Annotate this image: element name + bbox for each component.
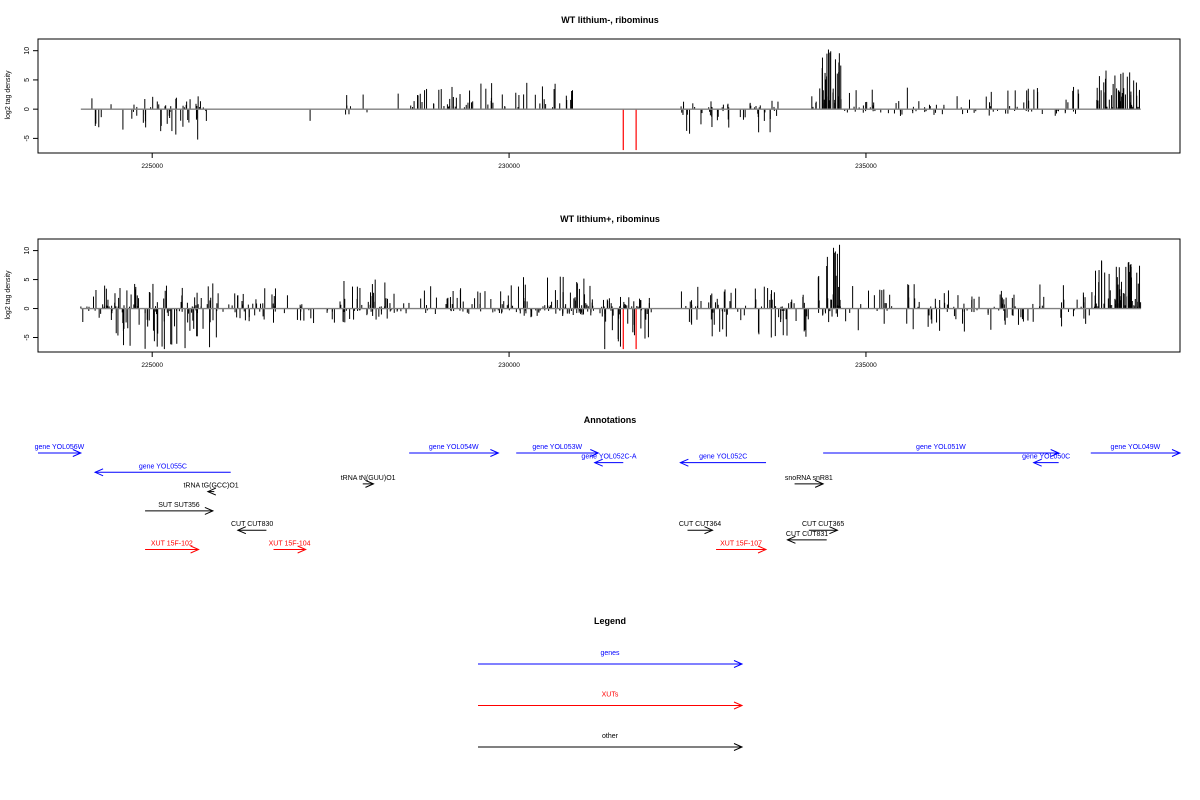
panel-title: WT lithium-, ribominus	[561, 15, 659, 25]
feature-gene-yol050c	[1032, 458, 1059, 467]
arrow-head	[190, 545, 200, 554]
arrow-head	[704, 526, 714, 535]
arrow-head	[733, 743, 744, 751]
arrow-head	[679, 458, 689, 467]
x-tick-label: 225000	[141, 362, 163, 369]
plot-frame	[37, 238, 1181, 353]
feature-cut-cut364	[687, 526, 714, 535]
feature-label: snoRNA snR81	[785, 475, 833, 482]
arrow-head	[490, 449, 500, 457]
arrow-head	[1050, 449, 1060, 457]
feature-label: tRNA tG(GCC)O1	[183, 483, 238, 490]
arrow-head	[786, 535, 796, 544]
feature-label: CUT CUT364	[679, 521, 721, 528]
arrow-head	[365, 479, 375, 488]
y-tick-label: -5	[24, 135, 31, 141]
y-tick-label: 10	[24, 247, 31, 255]
feature-cut-cut830	[236, 526, 267, 535]
track-panel-lithium-plus: WT lithium+, ribominus log2 tag density …	[5, 214, 1181, 369]
y-axis-label: log2 tag density	[5, 270, 12, 320]
arrow-head	[204, 506, 215, 515]
feature-label: CUT CUT830	[231, 521, 273, 528]
y-tick-label: 5	[24, 278, 31, 282]
arrow-head	[590, 449, 600, 457]
y-tick-label: 10	[24, 47, 31, 55]
y-axis-label: log2 tag density	[5, 70, 12, 120]
feature-sut-sut356	[145, 506, 215, 515]
feature-label: XUT 15F-107	[720, 541, 762, 548]
feature-gene-yol051w	[823, 449, 1060, 457]
arrow-head	[236, 526, 247, 535]
x-tick-label: 225000	[141, 163, 163, 170]
feature-label: XUT 15F-104	[269, 541, 311, 548]
arrow-head	[829, 526, 839, 535]
legend-label: other	[602, 733, 619, 740]
feature-cut-cut365	[808, 526, 839, 535]
feature-label: XUT 15F-102	[151, 541, 193, 548]
arrow-head	[72, 449, 83, 457]
feature-cut-cut831	[786, 535, 827, 544]
x-tick-label: 230000	[498, 362, 520, 369]
x-tick-label: 230000	[498, 163, 520, 170]
arrow-head	[593, 458, 603, 467]
plot-frame	[37, 38, 1181, 154]
feature-xut-15f-107	[716, 545, 768, 554]
legend-label: XUTs	[602, 692, 619, 699]
feature-gene-yol053w	[516, 449, 600, 457]
legend-other	[478, 743, 744, 751]
feature-label: tRNA tN(GUU)O1	[341, 475, 396, 482]
feature-label: SUT SUT356	[158, 502, 200, 509]
arrow-head	[93, 468, 104, 477]
feature-gene-yol056w	[38, 449, 83, 457]
feature-label: gene YOL055C	[139, 463, 187, 470]
arrow-head	[206, 487, 217, 496]
annotations-title: Annotations	[584, 415, 637, 425]
feature-label: gene YOL054W	[429, 444, 479, 451]
feature-label: gene YOL051W	[916, 444, 966, 451]
y-tick-label: 5	[24, 78, 31, 82]
arrow-head	[1032, 458, 1042, 467]
feature-trna-tg-gcc-o1	[206, 487, 217, 496]
arrow-head	[733, 660, 744, 668]
arrow-head	[733, 701, 744, 710]
legend-xut	[478, 701, 744, 710]
feature-gene-yol049w	[1090, 449, 1182, 457]
feature-xut-15f-104	[273, 545, 307, 554]
feature-xut-15f-102	[145, 545, 200, 554]
arrow-head	[297, 545, 307, 554]
arrow-head	[814, 479, 825, 488]
panel-title: WT lithium+, ribominus	[560, 214, 660, 224]
arrow-head	[1171, 449, 1182, 457]
feature-label: CUT CUT365	[802, 521, 844, 528]
feature-gene-yol054w	[409, 449, 500, 457]
feature-label: gene YOL050C	[1022, 454, 1070, 461]
feature-label: gene YOL056W	[35, 444, 85, 451]
x-tick-label: 235000	[855, 163, 877, 170]
legend-gene	[478, 660, 744, 668]
feature-label: gene YOL053W	[532, 444, 582, 451]
y-tick-label: -5	[24, 334, 31, 340]
y-tick-label: 0	[24, 107, 31, 111]
feature-label: CUT CUT831	[786, 531, 828, 538]
x-tick-label: 235000	[855, 362, 877, 369]
arrow-head	[757, 545, 768, 554]
legend-title: Legend	[594, 616, 626, 626]
feature-label: gene YOL052C	[699, 454, 747, 461]
feature-snorna-snr81	[794, 479, 825, 488]
feature-gene-yol052c	[679, 458, 767, 467]
track-panel-lithium-minus: WT lithium-, ribominus log2 tag density …	[5, 15, 1181, 170]
feature-label: gene YOL049W	[1111, 444, 1161, 451]
annotation-track: Annotations gene YOL056W gene YOL055C tRNA…	[35, 415, 1182, 554]
feature-label: gene YOL052C-A	[581, 454, 636, 461]
feature-gene-yol052c-a	[593, 458, 624, 467]
legend-label: genes	[600, 650, 620, 657]
y-tick-label: 0	[24, 306, 31, 310]
feature-trna-tn-guu-o1	[362, 479, 375, 488]
legend: Legend genes XUTs other	[478, 616, 744, 751]
feature-gene-yol055c	[93, 468, 231, 477]
